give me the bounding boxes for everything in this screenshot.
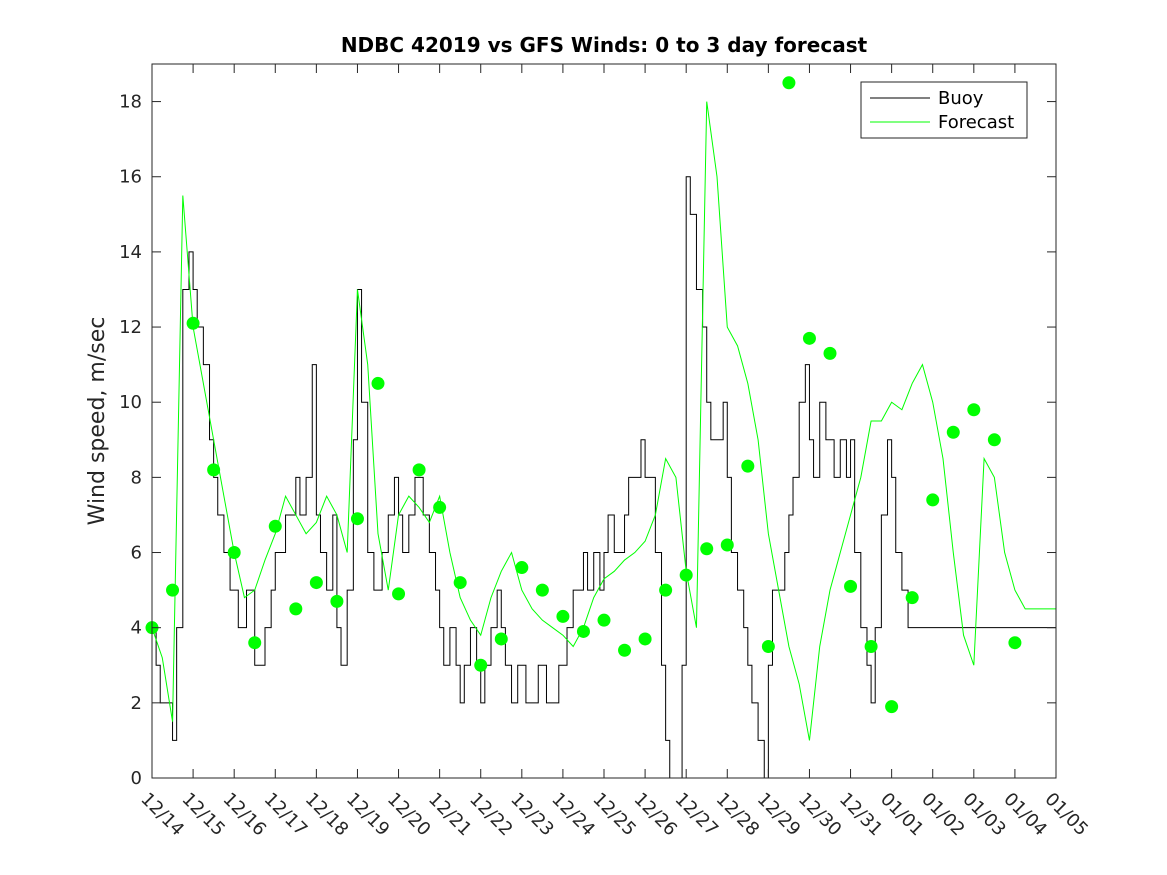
forecast-marker bbox=[556, 609, 570, 623]
forecast-marker bbox=[186, 316, 200, 330]
forecast-marker bbox=[453, 576, 467, 590]
legend-label-buoy: Buoy bbox=[938, 88, 984, 109]
forecast-marker bbox=[268, 519, 282, 533]
forecast-marker bbox=[782, 76, 796, 90]
legend: Buoy Forecast bbox=[860, 81, 1028, 139]
forecast-marker bbox=[967, 403, 981, 417]
forecast-marker bbox=[844, 579, 858, 593]
forecast-marker bbox=[885, 700, 899, 714]
forecast-marker bbox=[987, 433, 1001, 447]
forecast-marker bbox=[350, 512, 364, 526]
forecast-marker bbox=[330, 594, 344, 608]
y-tick-label: 18 bbox=[119, 92, 142, 113]
forecast-marker bbox=[474, 658, 488, 672]
forecast-marker bbox=[802, 331, 816, 345]
forecast-marker bbox=[679, 568, 693, 582]
forecast-marker bbox=[227, 546, 241, 560]
forecast-marker bbox=[926, 493, 940, 507]
y-tick-label: 2 bbox=[131, 693, 142, 714]
y-tick-label: 16 bbox=[119, 167, 142, 188]
forecast-marker bbox=[946, 425, 960, 439]
forecast-marker bbox=[597, 613, 611, 627]
y-tick-label: 0 bbox=[131, 768, 142, 789]
forecast-marker bbox=[1008, 636, 1022, 650]
forecast-marker bbox=[761, 639, 775, 653]
forecast-marker bbox=[309, 576, 323, 590]
forecast-marker bbox=[515, 561, 529, 575]
forecast-marker bbox=[166, 583, 180, 597]
forecast-marker bbox=[535, 583, 549, 597]
y-tick-label: 10 bbox=[119, 392, 142, 413]
y-tick-label: 14 bbox=[119, 242, 142, 263]
legend-label-forecast: Forecast bbox=[938, 112, 1014, 133]
forecast-marker bbox=[720, 538, 734, 552]
y-tick-label: 8 bbox=[131, 467, 142, 488]
forecast-marker bbox=[638, 632, 652, 646]
forecast-marker bbox=[823, 346, 837, 360]
y-axis-label: Wind speed, m/sec bbox=[85, 317, 110, 526]
forecast-marker bbox=[207, 463, 221, 477]
forecast-marker bbox=[392, 587, 406, 601]
forecast-marker bbox=[412, 463, 426, 477]
y-tick-label: 6 bbox=[131, 543, 142, 564]
forecast-marker bbox=[864, 639, 878, 653]
forecast-marker bbox=[494, 632, 508, 646]
forecast-marker bbox=[371, 376, 385, 390]
forecast-marker bbox=[433, 500, 447, 514]
forecast-marker bbox=[248, 636, 262, 650]
forecast-marker bbox=[289, 602, 303, 616]
forecast-marker bbox=[618, 643, 632, 657]
forecast-marker bbox=[905, 591, 919, 605]
forecast-series-line bbox=[151, 101, 1056, 741]
chart-title: NDBC 42019 vs GFS Winds: 0 to 3 day fore… bbox=[341, 33, 868, 57]
forecast-marker bbox=[741, 459, 755, 473]
legend-box bbox=[860, 81, 1028, 139]
forecast-marker bbox=[659, 583, 673, 597]
y-tick-label: 4 bbox=[131, 618, 142, 639]
forecast-marker bbox=[700, 542, 714, 556]
buoy-series-line bbox=[152, 176, 1056, 779]
forecast-marker bbox=[576, 624, 590, 638]
y-tick-label: 12 bbox=[119, 317, 142, 338]
